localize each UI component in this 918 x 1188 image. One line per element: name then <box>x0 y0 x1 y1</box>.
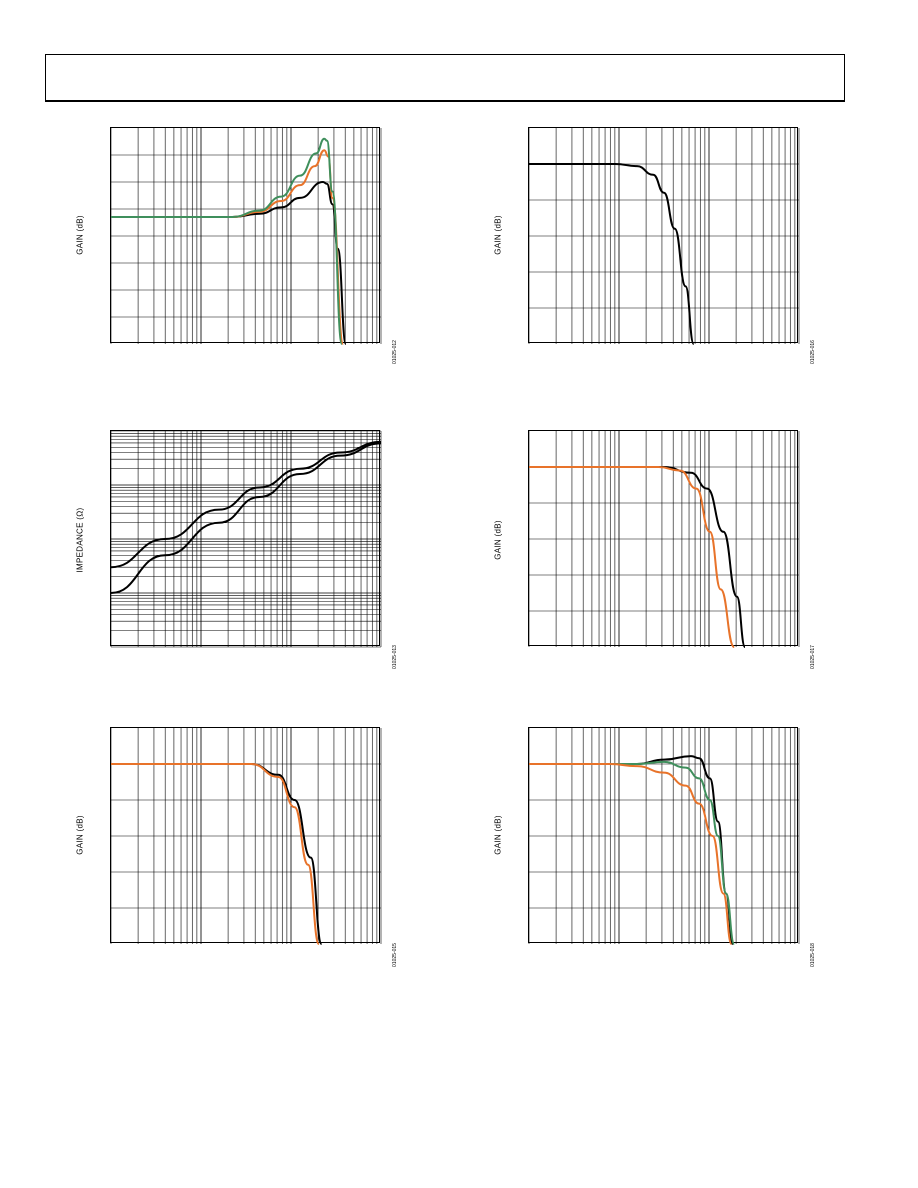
plot-area <box>110 430 382 648</box>
gridlines <box>110 728 382 944</box>
plot-area <box>528 430 800 648</box>
figure-code: 01025-018 <box>810 943 816 967</box>
chart-svg-1 <box>110 128 382 345</box>
series-line-0 <box>110 442 382 594</box>
series-line-0 <box>529 163 695 345</box>
series-line-1 <box>110 440 382 569</box>
y-axis-label: IMPEDANCE (Ω) <box>75 507 85 573</box>
y-axis-label: GAIN (dB) <box>75 815 85 855</box>
series-line-1 <box>111 763 320 945</box>
figure-code: 01025-013 <box>392 645 398 669</box>
series-line-2 <box>529 763 733 945</box>
series-line-0 <box>111 763 323 945</box>
gridlines <box>528 431 800 647</box>
y-axis-label: GAIN (dB) <box>493 215 503 255</box>
plot-area <box>110 127 382 345</box>
chart-svg-2 <box>528 128 800 345</box>
plot-area <box>110 727 382 945</box>
figure-code: 01025-016 <box>810 340 816 364</box>
figure-code: 01025-012 <box>392 340 398 364</box>
plot-area <box>528 127 800 345</box>
y-axis-label: GAIN (dB) <box>75 215 85 255</box>
y-axis-label: GAIN (dB) <box>493 815 503 855</box>
page-header-box <box>45 54 845 102</box>
figure-code: 01025-015 <box>392 943 398 967</box>
chart-svg-5 <box>110 728 382 945</box>
series-line-0 <box>529 466 746 648</box>
series-line-1 <box>111 149 345 345</box>
gridlines <box>110 128 382 344</box>
series-line-1 <box>529 466 736 648</box>
chart-svg-6 <box>528 728 800 945</box>
series-line-2 <box>111 137 343 345</box>
gridlines <box>528 128 800 344</box>
series-line-1 <box>529 760 736 945</box>
figure-code: 01025-017 <box>810 645 816 669</box>
plot-area <box>528 727 800 945</box>
gridlines <box>110 430 382 648</box>
y-axis-label: GAIN (dB) <box>493 520 503 560</box>
chart-svg-3 <box>110 430 382 648</box>
chart-svg-4 <box>528 431 800 648</box>
